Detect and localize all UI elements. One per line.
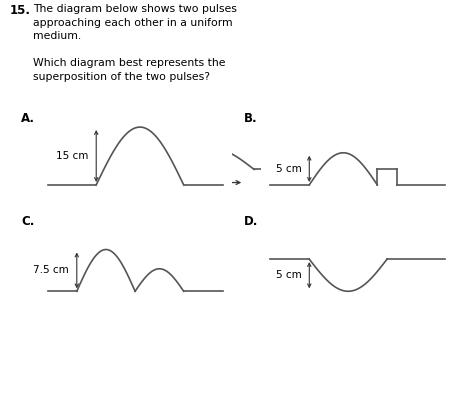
Text: The diagram below shows two pulses
approaching each other in a uniform
medium.

: The diagram below shows two pulses appro… bbox=[33, 4, 237, 82]
FancyBboxPatch shape bbox=[30, 217, 240, 311]
Text: B.: B. bbox=[244, 112, 258, 125]
Text: 5 cm: 5 cm bbox=[132, 154, 158, 164]
Text: 5 cm: 5 cm bbox=[276, 164, 301, 174]
Text: C.: C. bbox=[21, 215, 35, 228]
Text: 10. cm: 10. cm bbox=[393, 143, 429, 153]
FancyBboxPatch shape bbox=[253, 217, 463, 311]
Text: A.: A. bbox=[21, 112, 36, 125]
Text: 7.5 cm: 7.5 cm bbox=[33, 266, 69, 275]
FancyBboxPatch shape bbox=[253, 111, 463, 204]
FancyBboxPatch shape bbox=[30, 111, 240, 204]
Text: D.: D. bbox=[244, 215, 258, 228]
Text: 15 cm: 15 cm bbox=[56, 151, 89, 161]
Text: 5 cm: 5 cm bbox=[276, 270, 301, 280]
Text: 15.: 15. bbox=[9, 4, 30, 17]
